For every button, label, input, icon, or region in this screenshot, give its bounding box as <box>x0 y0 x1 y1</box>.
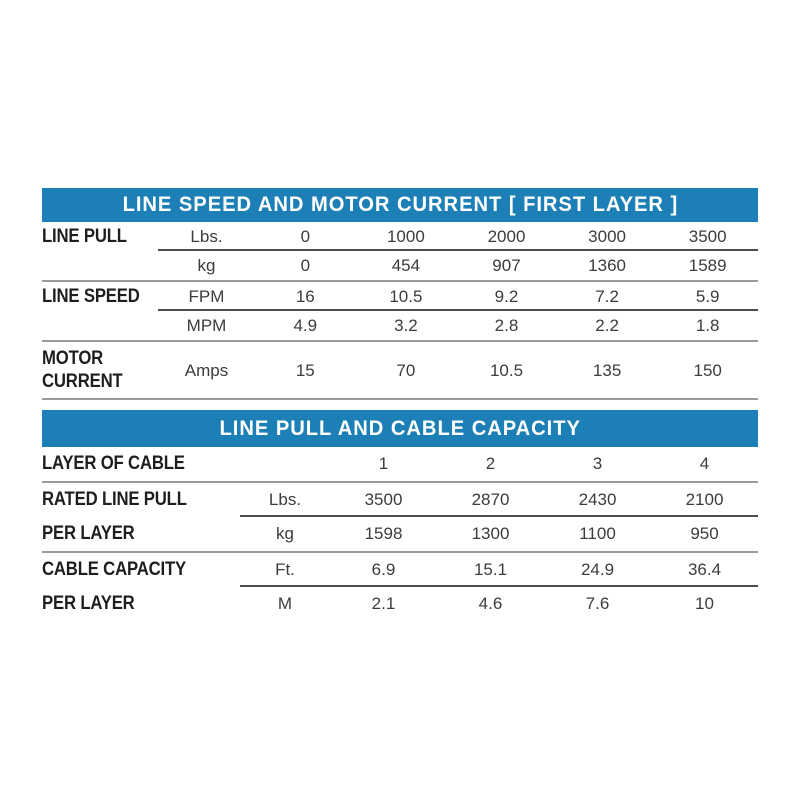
value-cell: 1360 <box>588 256 626 275</box>
group-cable-capacity: CABLE CAPACITY PER LAYER Ft. 6.9 15.1 24… <box>42 553 758 621</box>
unit-cell: kg <box>197 256 216 275</box>
value-cell: 15 <box>295 361 315 380</box>
unit-cell: Amps <box>184 361 229 380</box>
row-label-cable-capacity: CABLE CAPACITY PER LAYER <box>42 559 187 614</box>
group-rated-line-pull: RATED LINE PULL PER LAYER Lbs. 3500 2870… <box>42 483 758 553</box>
table-row: kg 0 454 907 1360 1589 <box>158 251 758 280</box>
value-cell: 10.5 <box>489 361 524 380</box>
unit-cell: Ft. <box>275 560 295 579</box>
unit-cell: M <box>277 594 293 613</box>
row-label-layer-of-cable: LAYER OF CABLE <box>42 453 185 474</box>
value-cell: 70 <box>396 361 416 380</box>
group-motor-current: MOTOR CURRENT Amps 15 70 10.5 135 150 <box>42 342 758 400</box>
value-cell: 1.8 <box>695 316 720 335</box>
value-cell: 5.9 <box>695 287 720 306</box>
value-cell: 15.1 <box>473 560 508 579</box>
value-cell: 4.9 <box>293 316 318 335</box>
table-row: FPM 16 10.5 9.2 7.2 5.9 <box>158 282 758 311</box>
value-cell: 10 <box>695 594 714 613</box>
table1-title: LINE SPEED AND MOTOR CURRENT [ FIRST LAY… <box>122 193 678 216</box>
value-cell: 1000 <box>386 227 425 246</box>
table1-header-band: LINE SPEED AND MOTOR CURRENT [ FIRST LAY… <box>42 188 758 222</box>
group-line-pull: LINE PULL Lbs. 0 1000 2000 3000 3500 kg … <box>42 222 758 282</box>
row-label-line-speed: LINE SPEED <box>42 286 140 307</box>
line-pull-cable-capacity-table: LINE PULL AND CABLE CAPACITY LAYER OF CA… <box>42 410 758 621</box>
table2-title: LINE PULL AND CABLE CAPACITY <box>219 416 581 440</box>
value-cell: 2870 <box>471 490 510 509</box>
row-label-motor-current: MOTOR CURRENT <box>42 348 123 392</box>
unit-cell: FPM <box>188 287 225 306</box>
value-cell: 4 <box>699 454 710 473</box>
value-cell: 1589 <box>688 256 727 275</box>
value-cell: 2.2 <box>595 316 619 335</box>
value-cell: 150 <box>693 361 722 380</box>
value-cell: 3500 <box>364 490 403 509</box>
unit-cell: Lbs. <box>190 227 223 246</box>
row-label-line-pull: LINE PULL <box>42 226 127 247</box>
value-cell: 2430 <box>578 490 617 509</box>
line-speed-motor-current-table: LINE SPEED AND MOTOR CURRENT [ FIRST LAY… <box>42 188 758 400</box>
table-row: kg 1598 1300 1100 950 <box>240 517 758 551</box>
unit-cell: kg <box>276 524 294 543</box>
value-cell: 950 <box>690 524 719 543</box>
table-row: Lbs. 0 1000 2000 3000 3500 <box>158 222 758 251</box>
value-cell: 16 <box>295 287 315 306</box>
table2-header-band: LINE PULL AND CABLE CAPACITY <box>42 410 758 447</box>
unit-cell: Lbs. <box>268 490 302 509</box>
table-row: MPM 4.9 3.2 2.8 2.2 1.8 <box>158 311 758 340</box>
value-cell: 1 <box>378 454 389 473</box>
table-row: 1 2 3 4 <box>240 447 758 481</box>
spec-sheet: LINE SPEED AND MOTOR CURRENT [ FIRST LAY… <box>42 188 758 621</box>
row-label-rated-line-pull: RATED LINE PULL PER LAYER <box>42 489 187 544</box>
value-cell: 7.6 <box>585 594 610 613</box>
unit-cell: MPM <box>186 316 227 335</box>
value-cell: 10.5 <box>389 287 423 306</box>
value-cell: 36.4 <box>687 560 722 579</box>
value-cell: 454 <box>391 256 421 275</box>
table-row: Ft. 6.9 15.1 24.9 36.4 <box>240 553 758 587</box>
value-cell: 1598 <box>364 524 403 543</box>
value-cell: 0 <box>300 256 311 275</box>
value-cell: 24.9 <box>580 560 615 579</box>
value-cell: 1100 <box>579 524 616 543</box>
value-cell: 2100 <box>685 490 724 509</box>
value-cell: 3000 <box>588 227 626 246</box>
value-cell: 135 <box>592 361 622 380</box>
value-cell: 7.2 <box>595 287 619 306</box>
value-cell: 2.8 <box>494 316 519 335</box>
value-cell: 3.2 <box>394 316 418 335</box>
table-row: Lbs. 3500 2870 2430 2100 <box>240 483 758 517</box>
value-cell: 3500 <box>688 227 727 246</box>
unit-cell <box>240 447 330 481</box>
value-cell: 1300 <box>471 524 510 543</box>
value-cell: 0 <box>300 227 311 246</box>
value-cell: 3 <box>592 454 603 473</box>
table-spacer <box>42 400 758 410</box>
value-cell: 4.6 <box>478 594 503 613</box>
value-cell: 2 <box>485 454 496 473</box>
value-cell: 9.2 <box>494 287 519 306</box>
group-line-speed: LINE SPEED FPM 16 10.5 9.2 7.2 5.9 MPM 4… <box>42 282 758 342</box>
value-cell: 2.1 <box>371 594 396 613</box>
table-row: M 2.1 4.6 7.6 10 <box>240 587 758 621</box>
value-cell: 907 <box>492 256 521 275</box>
value-cell: 6.9 <box>371 560 396 579</box>
group-layer-of-cable: LAYER OF CABLE 1 2 3 4 <box>42 447 758 483</box>
table-row: Amps 15 70 10.5 135 150 <box>158 342 758 400</box>
value-cell: 2000 <box>487 227 526 246</box>
